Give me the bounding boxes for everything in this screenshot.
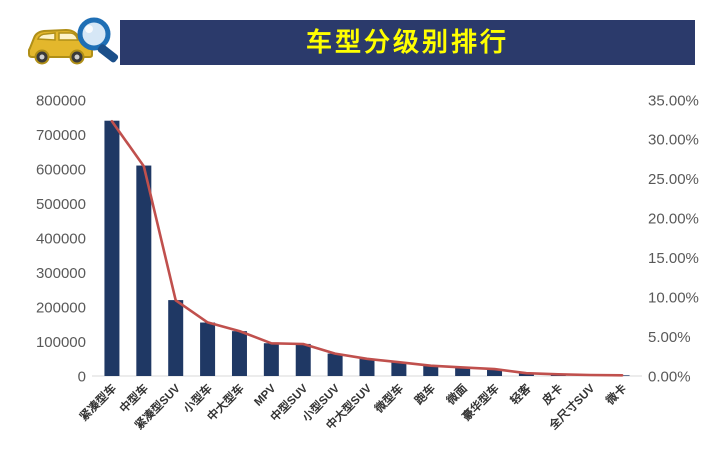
page-title: 车型分级别排行 — [305, 27, 509, 57]
left-axis-tick-label: 0 — [78, 368, 86, 385]
x-axis-category-label: 皮卡 — [539, 381, 566, 408]
x-axis-category-label: 紧凑型车 — [77, 381, 120, 424]
bar — [327, 353, 343, 376]
bar — [263, 343, 279, 376]
left-axis-tick-label: 300000 — [36, 265, 86, 282]
right-axis-tick-label: 20.00% — [648, 211, 699, 228]
right-axis-tick-label: 35.00% — [648, 92, 699, 109]
title-bar: 车型分级别排行 — [120, 19, 695, 65]
right-axis-tick-label: 10.00% — [648, 289, 699, 306]
right-axis-tick-label: 5.00% — [648, 329, 691, 346]
bar — [168, 300, 184, 376]
x-axis-category-label: 微卡 — [602, 381, 629, 408]
bar — [518, 373, 534, 376]
chart-header: 车型分级别排行 — [22, 14, 695, 70]
car-magnifier-icon — [22, 14, 126, 70]
bar — [391, 362, 407, 376]
left-axis-tick-label: 400000 — [36, 230, 86, 247]
vehicle-class-ranking-chart: 0 100000 200000 300000 400000 500000 600000 700… — [36, 92, 699, 433]
bar — [136, 165, 152, 376]
magnifier-icon — [77, 17, 119, 63]
x-axis-category-label: 跑车 — [412, 381, 439, 408]
right-axis-tick-label: 30.00% — [648, 132, 699, 149]
bar — [359, 358, 375, 376]
bar — [104, 120, 120, 376]
car-icon — [28, 28, 93, 65]
right-axis-tick-label: 0.00% — [648, 368, 691, 385]
left-axis-tick-label: 200000 — [36, 299, 86, 316]
x-axis-category-label: 微面 — [443, 381, 470, 408]
left-axis-tick-label: 600000 — [36, 161, 86, 178]
bar — [487, 369, 503, 376]
x-axis-category-label: MPV — [252, 382, 278, 408]
chart-container: 0 100000 200000 300000 400000 500000 600000 700… — [0, 78, 721, 462]
bar — [231, 331, 247, 376]
bar — [423, 365, 439, 376]
x-axis-category-label: 微型车 — [371, 381, 406, 416]
right-axis-tick-label: 25.00% — [648, 171, 699, 188]
left-axis-tick-label: 500000 — [36, 196, 86, 213]
left-axis-tick-label: 100000 — [36, 334, 86, 351]
line-series — [110, 119, 624, 377]
left-axis-tick-label: 800000 — [36, 92, 86, 109]
left-axis-tick-label: 700000 — [36, 127, 86, 144]
bar — [200, 322, 216, 376]
right-axis-tick-label: 15.00% — [648, 250, 699, 267]
bar — [455, 367, 471, 376]
bar — [295, 343, 311, 376]
x-axis-category-label: 轻客 — [507, 381, 534, 408]
